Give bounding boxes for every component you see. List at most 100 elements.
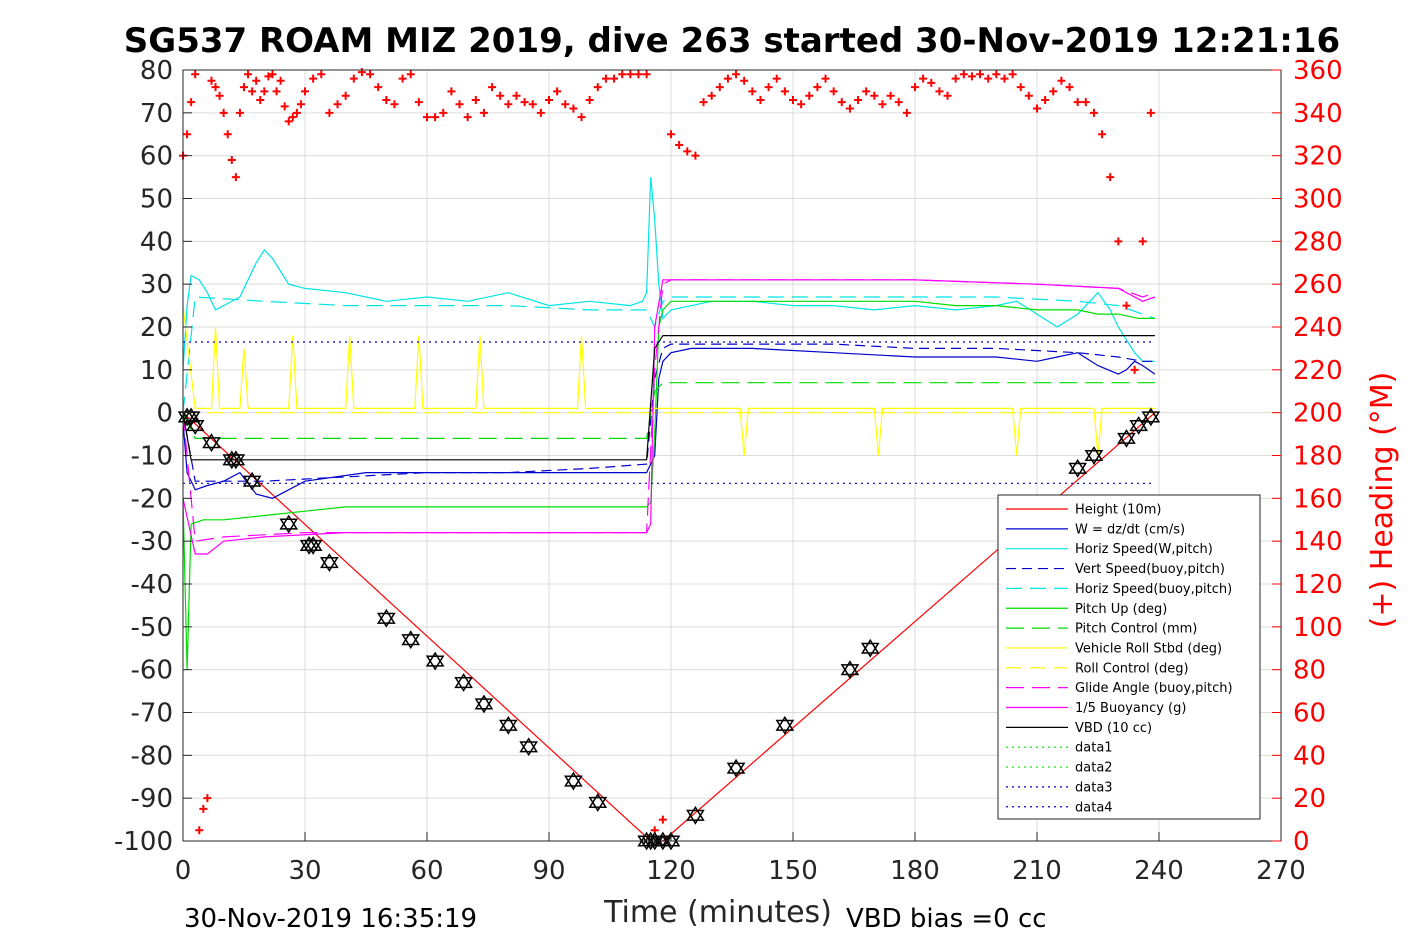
left-tick-label: -50 [131, 613, 173, 643]
heading-point [935, 87, 944, 96]
right-tick-label: 140 [1293, 527, 1343, 557]
x-tick-label: 30 [288, 856, 321, 886]
heading-point [1008, 70, 1017, 79]
heading-point [301, 87, 309, 96]
legend-entry-label: VBD (10 cc) [1075, 721, 1152, 736]
heading-point [870, 91, 879, 100]
heading-point [219, 108, 228, 117]
waypoint-markers [177, 407, 1161, 851]
heading-point [886, 91, 895, 100]
heading-point [1057, 76, 1066, 85]
heading-point [593, 83, 602, 92]
heading-point [504, 100, 513, 109]
heading-point [1016, 83, 1025, 92]
x-tick-label: 270 [1256, 856, 1306, 886]
heading-point [642, 70, 651, 79]
heading-point [240, 83, 248, 92]
series-line [182, 305, 1155, 456]
heading-point [992, 70, 1001, 79]
right-tick-label: 100 [1293, 613, 1343, 643]
heading-point [382, 95, 391, 104]
legend-entry-label: data3 [1075, 780, 1113, 795]
heading-point [223, 130, 232, 139]
legend: Height (10m) W = dz/dt (cm/s) Horiz Speed(… [997, 494, 1261, 820]
heading-point [967, 72, 976, 81]
heading-point [488, 83, 497, 92]
heading-point [357, 68, 366, 77]
right-tick-label: 340 [1293, 99, 1343, 129]
heading-point [585, 95, 594, 104]
heading-point [398, 74, 407, 83]
heading-point [1081, 98, 1090, 107]
right-axis-ticks: 3603403203002802602402202001801601401201… [1272, 56, 1343, 857]
heading-point [227, 155, 236, 164]
waypoint-marker [840, 660, 860, 680]
heading-point [260, 87, 269, 96]
series-line [182, 279, 1156, 555]
right-tick-label: 120 [1293, 570, 1343, 600]
series-lines [182, 177, 1156, 842]
heading-point [667, 130, 675, 139]
heading-point [349, 74, 358, 83]
heading-point [374, 83, 383, 92]
left-tick-label: -10 [131, 442, 173, 472]
heading-point [723, 74, 732, 83]
heading-point [1114, 237, 1123, 246]
left-tick-label: -20 [131, 484, 173, 514]
series-line [182, 382, 1155, 439]
heading-point [235, 108, 244, 117]
legend-entry-label: Vehicle Roll Stbd (deg) [1075, 641, 1222, 656]
waypoint-marker [564, 771, 583, 791]
heading-point [862, 87, 871, 96]
left-tick-label: -80 [131, 741, 173, 771]
heading-point [268, 70, 277, 79]
series-line [182, 279, 1156, 542]
left-tick-label: -40 [131, 570, 173, 600]
heading-point [317, 70, 326, 79]
heading-point [951, 74, 960, 83]
x-axis-label: Time (minutes) [603, 895, 832, 930]
heading-point [1024, 91, 1033, 100]
heading-point [764, 83, 773, 92]
heading-point [512, 91, 521, 100]
x-tick-label: 120 [646, 856, 696, 886]
right-tick-label: 80 [1293, 656, 1326, 686]
heading-point [292, 108, 301, 117]
heading-point [601, 74, 610, 83]
heading-point [626, 70, 635, 79]
left-tick-label: 50 [140, 185, 173, 215]
heading-point [496, 91, 505, 100]
heading-point [325, 108, 334, 117]
right-tick-label: 200 [1293, 399, 1343, 429]
heading-point [878, 100, 887, 109]
heading-point [976, 70, 985, 79]
series-line [182, 177, 1155, 370]
legend-entry-label: W = dz/dt (cm/s) [1075, 522, 1185, 537]
heading-point [837, 98, 846, 107]
footer-vbd-bias: VBD bias =0 cc [846, 904, 1047, 934]
heading-point [1065, 83, 1074, 92]
right-tick-label: 260 [1293, 270, 1343, 300]
heading-point [959, 70, 968, 79]
heading-point [943, 91, 952, 100]
right-tick-label: 280 [1293, 227, 1343, 257]
x-tick-label: 60 [410, 856, 443, 886]
left-tick-label: -70 [131, 699, 173, 729]
left-tick-label: -100 [114, 827, 173, 857]
heading-point [691, 151, 700, 160]
heading-point [1073, 98, 1082, 107]
heading-point [341, 91, 350, 100]
waypoint-marker [279, 514, 299, 534]
heading-point [756, 95, 765, 104]
heading-point [919, 74, 928, 83]
heading-point [248, 87, 257, 96]
heading-point [479, 108, 488, 117]
heading-markers [179, 68, 1155, 835]
left-tick-label: -30 [131, 527, 173, 557]
series-line [182, 335, 1155, 461]
waypoint-marker [303, 536, 323, 555]
right-tick-label: 360 [1293, 56, 1343, 86]
heading-point [264, 72, 273, 81]
heading-point [1130, 365, 1139, 374]
x-axis-ticks: 0 30 60 90 120 150 180 210 240 270 [175, 832, 1306, 886]
